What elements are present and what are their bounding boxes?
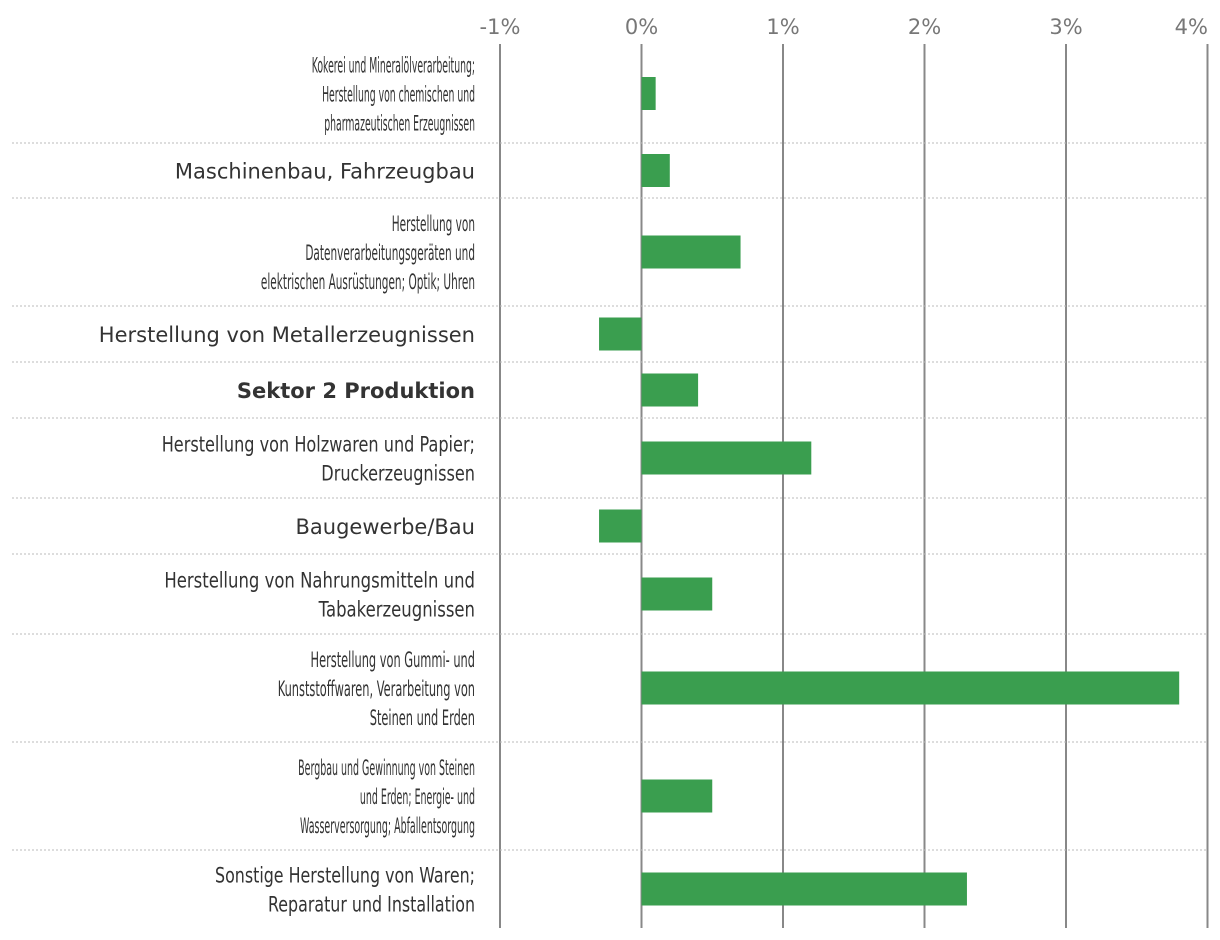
- category-label: Herstellung von Gummi- und Kunststoffware…: [278, 648, 475, 730]
- bar: [599, 317, 642, 351]
- category-label: Maschinenbau, Fahrzeugbau: [175, 160, 475, 184]
- tick-label: 3%: [1049, 15, 1082, 39]
- tick-label: -1%: [480, 15, 521, 39]
- bar: [641, 441, 812, 475]
- row-separators: [12, 142, 1208, 851]
- bar: [641, 154, 670, 187]
- category-label: Herstellung von Holzwaren und Papier; Dru…: [162, 433, 475, 486]
- grid-lines: [499, 44, 1209, 928]
- bar: [641, 77, 656, 110]
- bar: [641, 577, 713, 611]
- category-labels: Kokerei und Mineralölverarbeitung; Herste…: [99, 54, 475, 917]
- category-label: Bergbau und Gewinnung von Steinen und Erd…: [298, 756, 475, 838]
- bar: [641, 235, 741, 269]
- bar: [641, 671, 1180, 705]
- bar: [599, 509, 642, 543]
- tick-label: 1%: [766, 15, 799, 39]
- category-label: Baugewerbe/Bau: [296, 515, 475, 539]
- tick-label: 0%: [625, 15, 658, 39]
- category-label: Sonstige Herstellung von Waren; Reparatur…: [215, 864, 475, 917]
- category-label: Herstellung von Datenverarbeitungsgeräten…: [261, 212, 475, 294]
- category-label: Herstellung von Nahrungsmitteln und Tabak…: [164, 569, 475, 622]
- tick-label: 4%: [1175, 15, 1208, 39]
- category-label: Kokerei und Mineralölverarbeitung; Herste…: [312, 54, 475, 136]
- x-axis-ticks: -1% 0% 1% 2% 3% 4%: [480, 15, 1208, 39]
- tick-label: 2%: [908, 15, 941, 39]
- category-label: Herstellung von Metallerzeugnissen: [99, 323, 475, 347]
- bar: [641, 872, 967, 906]
- bar: [641, 373, 699, 407]
- bar: [641, 779, 713, 813]
- bars: [599, 77, 1180, 906]
- category-label: Sektor 2 Produktion: [237, 379, 475, 403]
